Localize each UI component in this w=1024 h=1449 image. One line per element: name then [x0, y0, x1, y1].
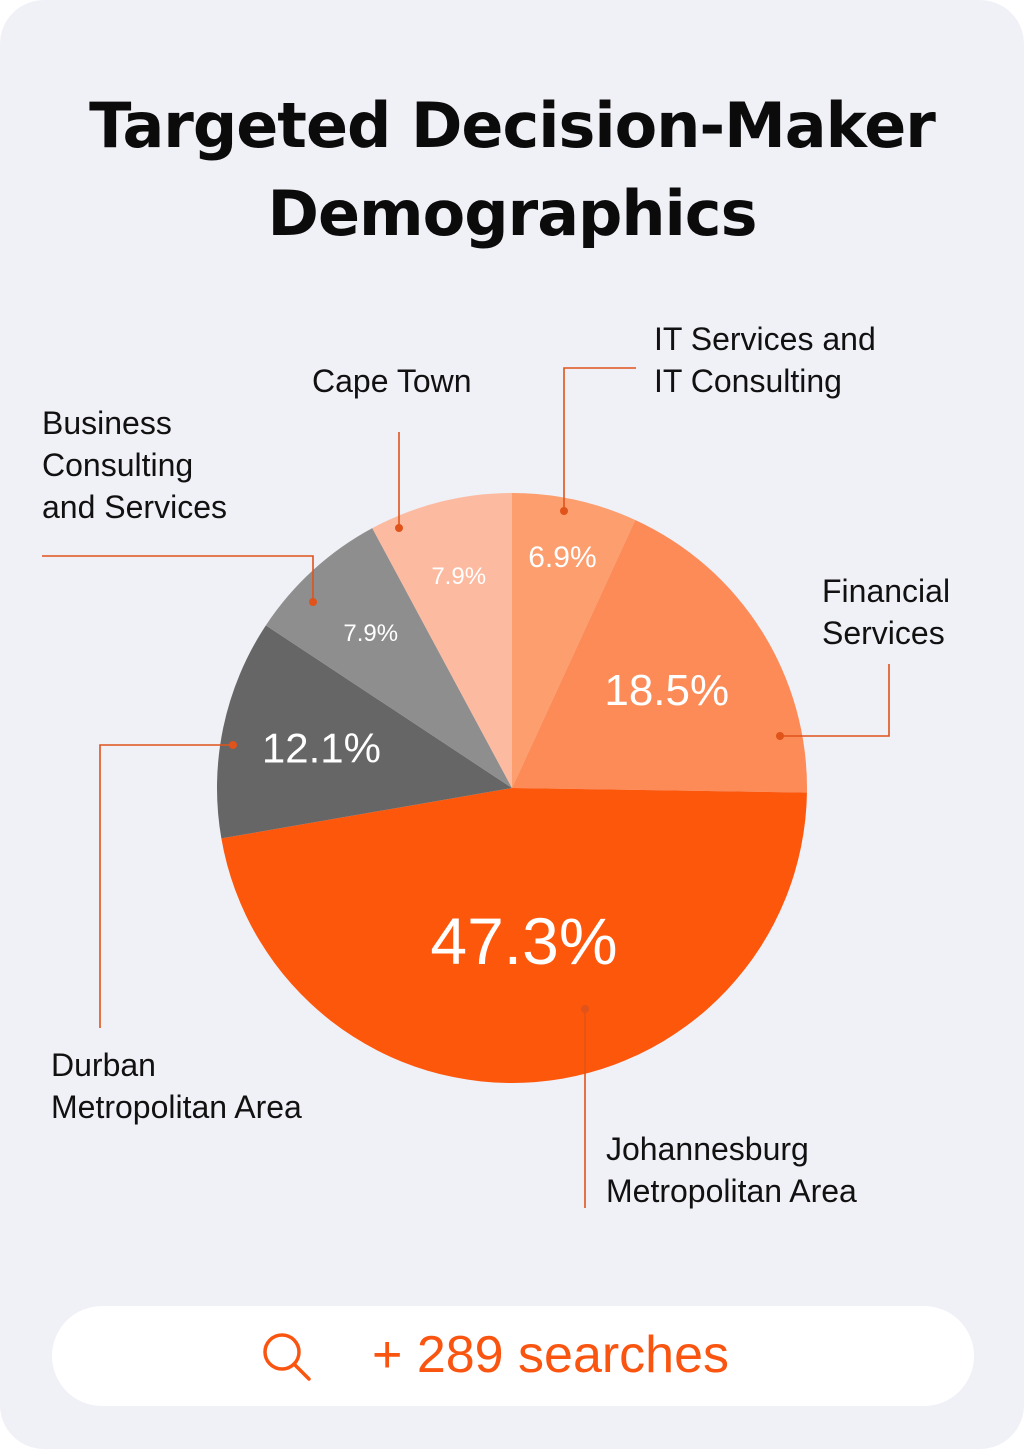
leader-dot-cape-town — [395, 524, 403, 532]
leader-dot-johannesburg — [581, 1005, 589, 1013]
searches-bar[interactable]: + 289 searches — [52, 1306, 974, 1406]
leader-dot-it-services — [560, 507, 568, 515]
value-label-cape-town: 7.9% — [431, 563, 486, 590]
label-johannesburg: Johannesburg Metropolitan Area — [606, 1128, 857, 1212]
value-label-johannesburg: 47.3% — [430, 904, 617, 978]
pie-slice-business-consulting — [265, 528, 512, 788]
pie-slice-financial-services — [512, 519, 807, 793]
label-business-consulting-line-1: Business — [42, 405, 172, 441]
label-financial-services-line-1: Financial — [822, 573, 951, 609]
chart-title: Targeted Decision-Maker Demographics — [0, 82, 1024, 258]
label-it-services-line-2: IT Consulting — [654, 363, 842, 399]
leader-line-durban — [99, 744, 233, 1028]
label-business-consulting-line-2: Consulting — [42, 447, 194, 483]
label-business-consulting-line-3: and Services — [42, 489, 227, 525]
leader-dot-financial-services — [776, 732, 784, 740]
leader-dot-durban — [229, 741, 237, 749]
value-label-it-services: 6.9% — [528, 541, 596, 574]
label-cape-town: Cape Town — [312, 360, 472, 402]
pie-slice-it-services — [512, 493, 636, 788]
label-it-services: IT Services and IT Consulting — [654, 318, 876, 402]
label-durban-line-2: Metropolitan Area — [51, 1089, 302, 1125]
search-icon — [263, 1333, 311, 1381]
leader-line-business-consulting — [42, 555, 314, 602]
label-financial-services-line-2: Services — [822, 615, 945, 651]
chart-title-line-2: Demographics — [267, 177, 758, 250]
leader-dot-business-consulting — [309, 598, 317, 606]
label-it-services-line-1: IT Services and — [654, 321, 876, 357]
value-label-business-consulting: 7.9% — [343, 620, 398, 647]
value-label-durban: 12.1% — [262, 725, 381, 772]
label-cape-town-line-1: Cape Town — [312, 363, 472, 399]
label-business-consulting: Business Consulting and Services — [42, 402, 227, 528]
searches-count: + 289 searches — [372, 1326, 730, 1384]
pie-slice-johannesburg — [221, 788, 807, 1083]
value-label-financial-services: 18.5% — [604, 666, 729, 715]
label-johannesburg-line-2: Metropolitan Area — [606, 1173, 857, 1209]
label-durban-line-1: Durban — [51, 1047, 156, 1083]
leader-line-financial-services — [780, 664, 890, 737]
pie-slice-durban — [216, 625, 512, 839]
chart-title-line-1: Targeted Decision-Maker — [89, 89, 936, 162]
label-financial-services: Financial Services — [822, 570, 950, 654]
label-johannesburg-line-1: Johannesburg — [606, 1131, 809, 1167]
label-durban: Durban Metropolitan Area — [51, 1044, 302, 1128]
leader-line-it-services — [563, 367, 636, 511]
pie-slice-cape-town — [372, 493, 512, 788]
